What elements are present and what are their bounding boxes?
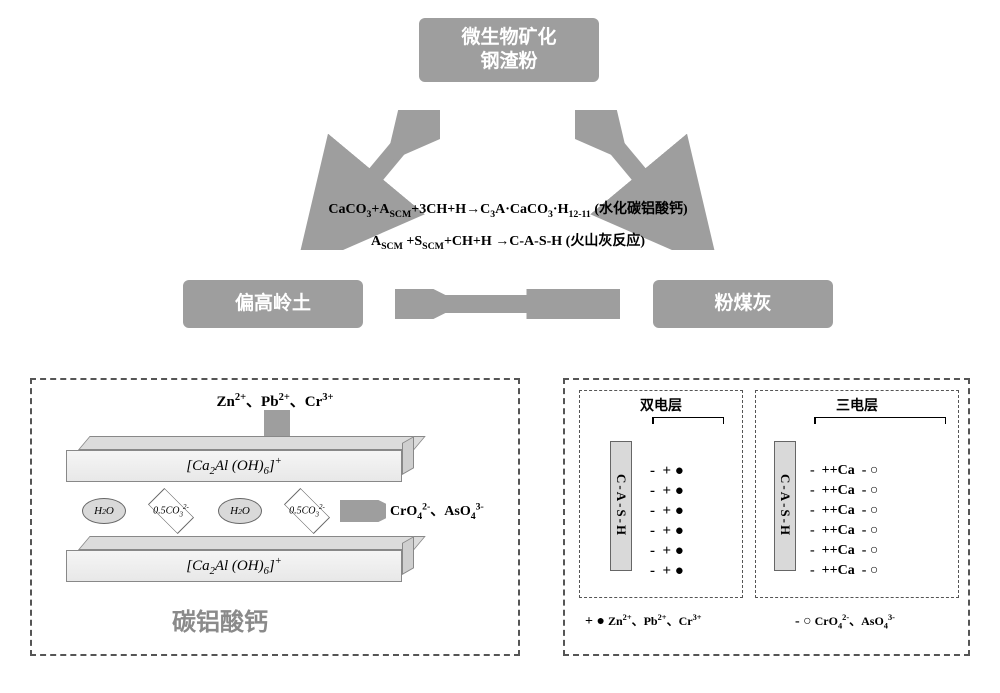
- cash-column-1: C-A-S-H: [610, 441, 632, 571]
- slab1-sideface: [402, 436, 414, 475]
- slab1-topface: [78, 436, 426, 450]
- cash-column-1-label: C-A-S-H: [613, 474, 629, 537]
- cash-column-2-label: C-A-S-H: [777, 474, 793, 537]
- panel-left-title: 碳铝酸钙: [172, 602, 268, 637]
- subbox-triple-layer: 三电层 C-A-S-H - ++Ca - ○ - ++Ca - ○ - ++Ca…: [755, 390, 959, 598]
- anions-label: CrO42-、AsO43-: [390, 500, 484, 522]
- node-flyash-label: 粉煤灰: [714, 292, 771, 316]
- panel-carboaluminate: Zn2+、Pb2+、Cr3+ [Ca2Al (OH)6]+ H2O 0.5CO3…: [30, 378, 520, 656]
- interlayer-h2o-2: H2O: [218, 498, 262, 524]
- legend-anions: - ○ CrO42-、AsO43-: [795, 612, 895, 630]
- subbox1-title: 双电层: [640, 395, 682, 415]
- arrow-left-right: [395, 289, 620, 319]
- node-steel-slag-line1: 微生物矿化: [461, 26, 556, 50]
- triple-layer-rows: - ++Ca - ○ - ++Ca - ○ - ++Ca - ○ - ++Ca …: [810, 441, 878, 581]
- eq1-paren: (水化碳铝酸钙): [591, 202, 688, 217]
- node-metakaolin: 偏高岭土: [183, 280, 363, 328]
- cations-label: Zn2+、Pb2+、Cr3+: [32, 390, 518, 411]
- interlayer-co3-1: 0.5CO32-: [142, 496, 200, 526]
- node-flyash: 粉煤灰: [653, 280, 833, 328]
- subbox2-bracket: [814, 417, 946, 423]
- subbox1-bracket: [652, 417, 724, 423]
- eq1-formula: CaCO3+ASCM+3CH+H→C3A·CaCO3·H12-11: [328, 202, 590, 217]
- panel-cash: 双电层 C-A-S-H - + ● - + ● - + ● - + ● - + …: [563, 378, 970, 656]
- eq2-paren: (火山灰反应): [562, 234, 645, 249]
- equation-block: CaCO3+ASCM+3CH+H→C3A·CaCO3·H12-11 (水化碳铝酸…: [228, 196, 788, 254]
- slab1-formula: [Ca2Al (OH)6]+: [186, 456, 282, 477]
- node-steel-slag: 微生物矿化 钢渣粉: [419, 18, 599, 82]
- double-layer-rows: - + ● - + ● - + ● - + ● - + ● - + ●: [650, 441, 684, 581]
- slab-layer-1: [Ca2Al (OH)6]+: [66, 450, 402, 482]
- slab-layer-2: [Ca2Al (OH)6]+: [66, 550, 402, 582]
- slab2-sideface: [402, 536, 414, 575]
- equation-line-1: CaCO3+ASCM+3CH+H→C3A·CaCO3·H12-11 (水化碳铝酸…: [228, 198, 788, 220]
- arrow-anion-exchange: [340, 500, 386, 522]
- interlayer-h2o-1: H2O: [82, 498, 126, 524]
- eq2-formula: ASCM +SSCM+CH+H →C-A-S-H: [371, 234, 562, 249]
- node-metakaolin-label: 偏高岭土: [235, 292, 311, 316]
- equation-line-2: ASCM +SSCM+CH+H →C-A-S-H (火山灰反应): [228, 230, 788, 252]
- slab2-formula: [Ca2Al (OH)6]+: [186, 556, 282, 577]
- legend-cations: + ● Zn2+、Pb2+、Cr3+: [585, 612, 702, 630]
- cash-column-2: C-A-S-H: [774, 441, 796, 571]
- subbox2-title: 三电层: [836, 395, 878, 415]
- node-steel-slag-line2: 钢渣粉: [480, 50, 537, 74]
- subbox-double-layer: 双电层 C-A-S-H - + ● - + ● - + ● - + ● - + …: [579, 390, 743, 598]
- slab2-topface: [78, 536, 426, 550]
- interlayer-co3-2: 0.5CO32-: [278, 496, 336, 526]
